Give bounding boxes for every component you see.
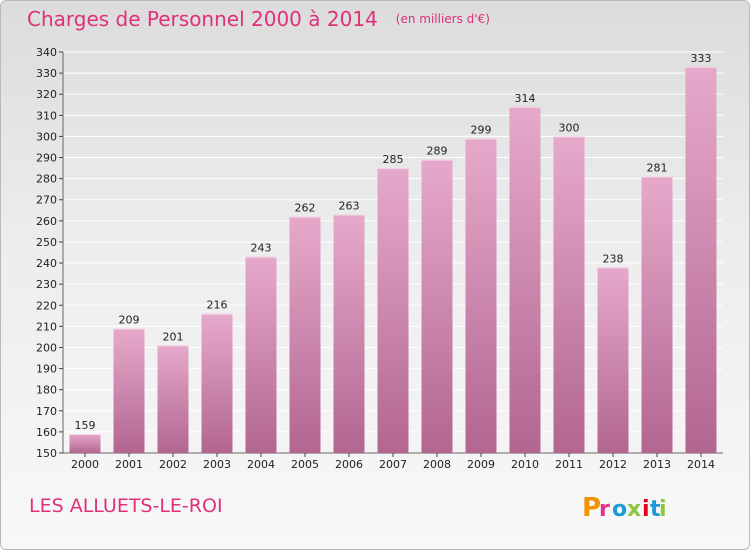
proxiti-logo: Pr o x i ti xyxy=(582,493,667,523)
bar xyxy=(333,214,365,453)
x-tick-label: 2014 xyxy=(687,458,715,471)
y-tick-label: 210 xyxy=(36,320,57,333)
bar xyxy=(685,66,717,453)
logo-letter: P xyxy=(582,493,601,523)
data-label: 201 xyxy=(163,330,184,343)
data-label: 281 xyxy=(647,162,668,175)
data-label: 262 xyxy=(295,202,316,215)
y-tick-label: 290 xyxy=(36,152,57,165)
x-tick-label: 2002 xyxy=(159,458,187,471)
x-tick-label: 2009 xyxy=(467,458,495,471)
bar xyxy=(509,106,541,453)
data-label: 238 xyxy=(603,252,624,265)
x-tick-label: 2005 xyxy=(291,458,319,471)
bar xyxy=(377,168,409,453)
bar xyxy=(597,267,629,453)
data-label: 216 xyxy=(207,299,228,312)
logo-letter: r xyxy=(599,497,610,522)
y-tick-label: 220 xyxy=(36,299,57,312)
logo-letter: o xyxy=(612,497,627,522)
bar xyxy=(289,216,321,453)
data-label: 243 xyxy=(251,242,272,255)
chart-title: Charges de Personnel 2000 à 2014 xyxy=(27,7,378,31)
y-tick-label: 340 xyxy=(36,46,57,59)
data-label: 159 xyxy=(75,419,96,432)
y-tick-label: 180 xyxy=(36,384,57,397)
y-axis-ticks: 150 160 170 180 190 200 210 220 230 240 250 260 270 2… xyxy=(36,46,63,460)
data-label: 314 xyxy=(515,92,536,105)
proxiti-logo-letters: Pr o x i ti xyxy=(582,493,667,523)
logo-letter: i xyxy=(642,497,650,522)
data-label: 263 xyxy=(339,200,360,213)
x-tick-label: 2004 xyxy=(247,458,275,471)
chart-unit: (en milliers d'€) xyxy=(395,12,490,26)
x-tick-label: 2008 xyxy=(423,458,451,471)
y-tick-label: 150 xyxy=(36,447,57,460)
y-tick-label: 270 xyxy=(36,194,57,207)
y-tick-label: 320 xyxy=(36,88,57,101)
y-tick-label: 170 xyxy=(36,405,57,418)
x-tick-label: 2007 xyxy=(379,458,407,471)
data-label: 299 xyxy=(471,124,492,137)
bar xyxy=(421,159,453,453)
x-tick-label: 2001 xyxy=(115,458,143,471)
logo-letter: t xyxy=(650,497,661,522)
bar xyxy=(157,345,189,453)
y-tick-label: 160 xyxy=(36,426,57,439)
bar xyxy=(465,138,497,453)
x-tick-label: 2003 xyxy=(203,458,231,471)
bar xyxy=(245,256,277,453)
bar xyxy=(69,434,101,453)
y-tick-label: 330 xyxy=(36,67,57,80)
y-tick-label: 310 xyxy=(36,109,57,122)
bar xyxy=(553,136,585,453)
y-tick-label: 260 xyxy=(36,215,57,228)
y-tick-label: 300 xyxy=(36,130,57,143)
x-tick-label: 2013 xyxy=(643,458,671,471)
title-row: Charges de Personnel 2000 à 2014 (en mill… xyxy=(27,7,490,31)
x-tick-label: 2010 xyxy=(511,458,539,471)
data-label: 285 xyxy=(383,153,404,166)
bar xyxy=(113,328,145,453)
logo-letter: x xyxy=(627,497,641,522)
bars xyxy=(69,66,717,453)
data-label: 289 xyxy=(427,145,448,158)
x-tick-label: 2000 xyxy=(71,458,99,471)
data-label: 333 xyxy=(691,52,712,65)
y-tick-label: 240 xyxy=(36,257,57,270)
commune-name: LES ALLUETS-LE-ROI xyxy=(29,495,223,517)
bar xyxy=(201,313,233,453)
data-labels: 159 209 201 216 243 262 263 285 289 299 314 300 238 2… xyxy=(75,52,712,432)
y-tick-label: 230 xyxy=(36,278,57,291)
bar xyxy=(641,176,673,453)
logo-letter: i xyxy=(659,497,667,522)
y-tick-label: 250 xyxy=(36,236,57,249)
data-label: 300 xyxy=(559,121,580,134)
y-tick-label: 200 xyxy=(36,341,57,354)
x-tick-label: 2012 xyxy=(599,458,627,471)
x-axis-ticks: 2000 2001 2002 2003 2004 2005 2006 2007 2008 2009… xyxy=(71,453,715,471)
y-tick-label: 280 xyxy=(36,173,57,186)
x-tick-label: 2006 xyxy=(335,458,363,471)
x-tick-label: 2011 xyxy=(555,458,583,471)
data-label: 209 xyxy=(119,313,140,326)
y-tick-label: 190 xyxy=(36,363,57,376)
